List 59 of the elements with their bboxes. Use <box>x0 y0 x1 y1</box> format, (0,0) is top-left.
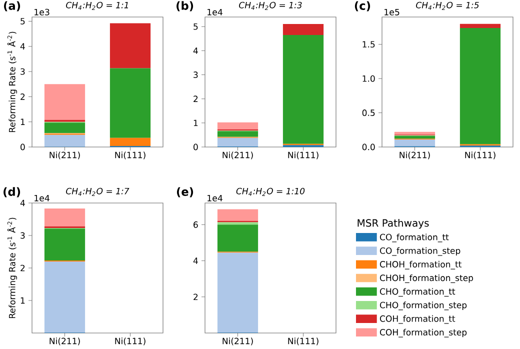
chart-title: CH$_{4}$:H$_{2}$O = 1:5 <box>416 2 479 10</box>
text: 1e4 <box>208 194 222 202</box>
y-tick-label: 1 <box>20 297 25 304</box>
y-tick-label: 0.5 <box>362 110 375 116</box>
x-tick-label: Ni(111) <box>288 338 318 346</box>
x-tick-label: Ni(211) <box>222 338 253 346</box>
y-tick-label: 2 <box>194 294 198 300</box>
text: (b) <box>176 1 194 12</box>
chart-title: CH$_{4}$:H$_{2}$O = 1:7 <box>66 188 130 196</box>
text: (c) <box>354 1 370 12</box>
legend-label: COH_formation_tt <box>380 315 456 324</box>
y-tick-label: 1.0 <box>362 75 375 82</box>
y-axis-title: Reforming Rate (s$^{-1}$ Å$^{-2}$) <box>7 32 18 132</box>
y-tick-label: 3 <box>20 68 25 75</box>
text: 1e4 <box>208 8 222 16</box>
y-tick-label: 1 <box>20 118 25 125</box>
x-tick-label: Ni(211) <box>400 152 430 160</box>
x-tick-label: Ni(211) <box>50 152 80 160</box>
legend-title: MSR Pathways <box>358 218 429 229</box>
x-tick-label: Ni(211) <box>50 338 80 346</box>
x-tick-label: Ni(111) <box>115 152 146 160</box>
x-tick-label: Ni(211) <box>222 152 253 160</box>
y-axis-title: Reforming Rate (s$^{-1}$ Å$^{-2}$) <box>7 218 18 318</box>
x-tick-label: Ni(111) <box>115 338 146 346</box>
legend-label: CHOH_formation_tt <box>380 260 462 270</box>
y-tick-label: 0 <box>194 144 198 150</box>
y-tick-label: 5 <box>194 23 198 30</box>
y-tick-label: 4 <box>20 200 25 206</box>
y-tick-label: 1 <box>194 120 198 126</box>
x-tick-label: Ni(111) <box>288 152 318 160</box>
legend-label: CHO_formation_step <box>380 302 467 310</box>
y-tick-label: 1.5 <box>362 41 375 48</box>
y-tick-label: 3 <box>20 232 25 239</box>
y-tick-label: 2 <box>194 96 198 102</box>
text: 1e4 <box>34 194 50 202</box>
x-tick-label: Ni(111) <box>465 152 496 160</box>
text: (a) <box>4 1 20 12</box>
chart-title: CH$_{4}$:H$_{2}$O = 1:1 <box>66 2 128 10</box>
legend-label: CO_formation_step <box>380 247 460 256</box>
y-tick-label: 0.0 <box>362 144 375 150</box>
text: (d) <box>4 187 20 198</box>
legend-label: CHO_formation_tt <box>380 288 456 297</box>
chart-title: CH$_{4}$:H$_{2}$O = 1:10 <box>236 188 305 196</box>
y-tick-label: 5 <box>20 18 25 24</box>
text: 1e5 <box>384 8 400 16</box>
y-tick-label: 3 <box>194 72 198 78</box>
y-tick-label: 0 <box>20 144 25 150</box>
chart-title: CH$_{4}$:H$_{2}$O = 1:3 <box>239 2 302 10</box>
legend-label: CHOH_formation_step <box>380 274 474 283</box>
y-tick-label: 6 <box>194 221 198 228</box>
y-tick-label: 2 <box>20 264 25 272</box>
y-tick-label: 4 <box>193 258 198 264</box>
text: (e) <box>176 187 194 198</box>
y-tick-label: 2 <box>20 94 25 100</box>
legend-label: COH_formation_step <box>380 328 467 338</box>
y-tick-label: 4 <box>193 48 198 54</box>
legend-label: CO_formation_tt <box>380 234 449 242</box>
text: 1e3 <box>34 8 50 16</box>
y-tick-label: 4 <box>20 43 25 50</box>
